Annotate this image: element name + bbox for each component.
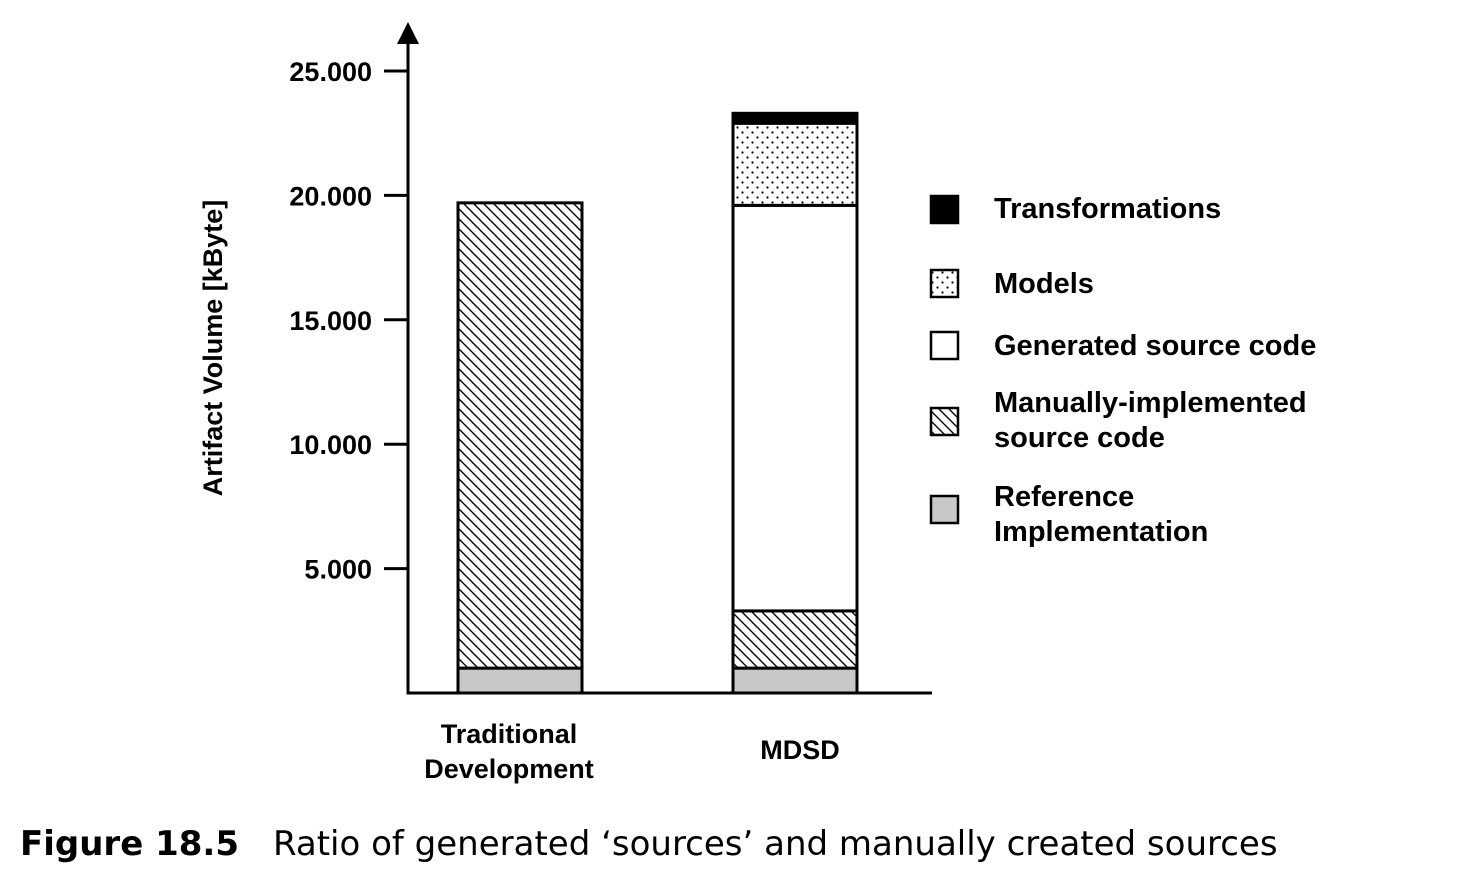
bar-segment xyxy=(731,666,859,695)
figure-caption: Figure 18.5 Ratio of generated ‘sources’ … xyxy=(20,824,1278,864)
stacked-bar-chart: 5.000 10.000 15.000 20.000 25.000 Traditiona… xyxy=(198,22,1316,784)
bar-segment xyxy=(731,121,859,207)
legend: Transformations Models Generated source co… xyxy=(929,193,1316,548)
y-tick-label: 15.000 xyxy=(289,306,372,336)
legend-label: Transformations xyxy=(994,193,1221,225)
x-category-label: Traditional Development xyxy=(424,719,594,784)
legend-swatch xyxy=(929,494,960,525)
bar-segment xyxy=(731,111,859,125)
legend-label: Reference Implementation xyxy=(994,481,1208,548)
legend-swatch xyxy=(929,406,960,437)
y-tick-label: 5.000 xyxy=(304,555,372,585)
legend-swatch xyxy=(929,268,960,299)
bar-segment xyxy=(456,201,584,670)
y-axis-arrow-icon xyxy=(397,22,419,44)
legend-label: Models xyxy=(994,268,1094,300)
bars-layer xyxy=(456,111,859,695)
y-tick-label: 10.000 xyxy=(289,430,372,460)
y-axis-label: Artifact Volume [kByte] xyxy=(198,200,228,497)
x-category-label: MDSD xyxy=(760,735,840,765)
bar-segment xyxy=(731,609,859,670)
x-category-labels: Traditional Development MDSD xyxy=(424,719,840,784)
legend-swatch xyxy=(929,194,960,225)
figure-number: Figure 18.5 xyxy=(20,824,239,864)
figure-caption-text: Ratio of generated ‘sources’ and manuall… xyxy=(272,824,1278,864)
axes xyxy=(397,22,932,695)
bar-segment xyxy=(731,203,859,613)
legend-swatch xyxy=(929,330,960,361)
y-ticks: 5.000 10.000 15.000 20.000 25.000 xyxy=(289,57,408,585)
legend-label: Generated source code xyxy=(994,330,1316,362)
y-tick-label: 25.000 xyxy=(289,57,372,87)
y-tick-label: 20.000 xyxy=(289,181,372,211)
legend-label: Manually-implemented source code xyxy=(994,387,1307,454)
bar-segment xyxy=(456,666,584,695)
